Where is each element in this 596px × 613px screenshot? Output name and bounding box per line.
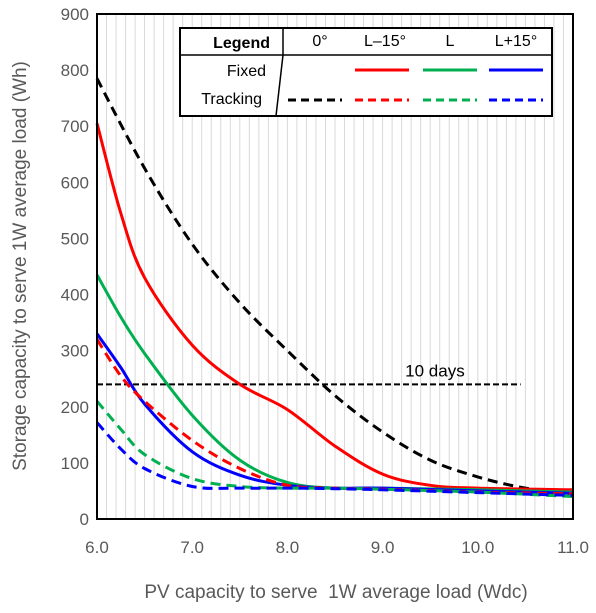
tick-labels: 0 100 200 300 400 500 600 700 800 900 6.0 7.0 8.0 9.0… bbox=[61, 5, 589, 557]
legend-col-l: L bbox=[446, 33, 455, 50]
legend-row-tracking: Tracking bbox=[201, 91, 262, 108]
legend-col-l-plus-15: L+15° bbox=[495, 33, 537, 50]
y-tick-label: 500 bbox=[61, 229, 89, 248]
legend-col-l-minus-15: L–15° bbox=[364, 33, 406, 50]
y-tick-label: 100 bbox=[61, 454, 89, 473]
y-tick-label: 600 bbox=[61, 173, 89, 192]
legend-slant-divider bbox=[275, 54, 284, 117]
x-axis-title: PV capacity to serve 1W average load (Wd… bbox=[144, 582, 527, 603]
y-tick-label: 800 bbox=[61, 61, 89, 80]
legend-row-fixed: Fixed bbox=[227, 63, 266, 80]
x-tick-label: 11.0 bbox=[557, 538, 589, 557]
ten-days-annotation: 10 days bbox=[97, 361, 521, 386]
x-tick-label: 9.0 bbox=[371, 538, 395, 557]
x-tick-label: 8.0 bbox=[276, 538, 300, 557]
x-tick-label: 6.0 bbox=[85, 538, 109, 557]
x-tick-label: 10.0 bbox=[461, 538, 494, 557]
series-line-fixed-l-15 bbox=[95, 123, 574, 492]
y-tick-label: 700 bbox=[61, 117, 89, 136]
y-axis-title: Storage capacity to serve 1W average loa… bbox=[10, 61, 31, 471]
y-tick-label: 400 bbox=[61, 286, 89, 305]
legend-title: Legend bbox=[213, 35, 270, 52]
y-tick-label: 300 bbox=[61, 342, 89, 361]
y-tick-label: 900 bbox=[61, 5, 89, 24]
plot-area-border bbox=[96, 13, 574, 520]
series-lines bbox=[95, 77, 574, 499]
series-line-tracking-l-15 bbox=[95, 421, 574, 497]
y-tick-label: 200 bbox=[61, 398, 89, 417]
legend-col-0deg: 0° bbox=[312, 33, 327, 50]
x-tick-label: 7.0 bbox=[180, 538, 204, 557]
y-tick-label: 0 bbox=[80, 510, 89, 529]
legend: Legend 0° L–15° L L+15° Fixed Tracking bbox=[179, 27, 553, 117]
ten-days-label: 10 days bbox=[405, 361, 465, 380]
